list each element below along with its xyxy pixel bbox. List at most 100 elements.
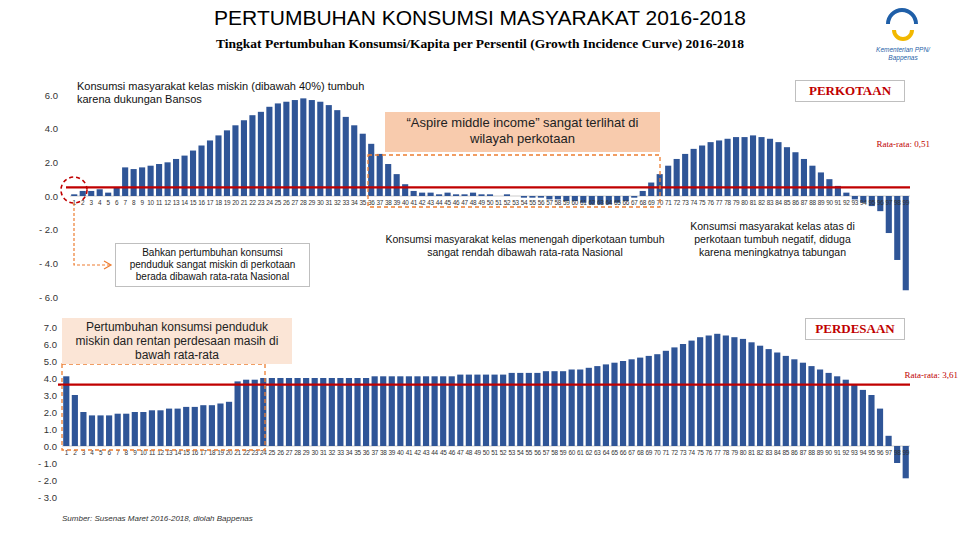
x-tick-label: 78 bbox=[724, 199, 731, 206]
bar bbox=[428, 193, 434, 196]
annotation: Konsumsi masyarakat kelas miskin (dibawa… bbox=[77, 80, 367, 106]
x-tick-label: 96 bbox=[877, 199, 884, 206]
bar bbox=[286, 378, 292, 446]
x-tick-label: 54 bbox=[517, 449, 524, 456]
x-tick-label: 90 bbox=[825, 449, 832, 456]
bar bbox=[620, 361, 626, 446]
x-tick-label: 79 bbox=[733, 199, 740, 206]
x-tick-label: 24 bbox=[266, 199, 273, 206]
bar bbox=[521, 196, 527, 198]
bar bbox=[529, 196, 535, 198]
x-tick-label: 52 bbox=[500, 449, 507, 456]
x-tick-label: 16 bbox=[198, 199, 205, 206]
x-tick-label: 70 bbox=[654, 449, 661, 456]
bar bbox=[157, 410, 163, 446]
x-tick-label: 31 bbox=[326, 199, 333, 206]
page-subtitle: Tingkat Pertumbuhan Konsumsi/Kapita per … bbox=[0, 36, 960, 52]
bar bbox=[411, 191, 417, 196]
x-tick-label: 98 bbox=[894, 199, 901, 206]
x-tick-label: 32 bbox=[334, 199, 341, 206]
average-label: Rata-rata: 3,61 bbox=[905, 370, 958, 380]
x-tick-label: 44 bbox=[431, 449, 438, 456]
x-tick-label: 22 bbox=[249, 199, 256, 206]
x-tick-label: 75 bbox=[697, 449, 704, 456]
arrow-head bbox=[104, 261, 111, 269]
logo: Kementerian PPN/Bappenas bbox=[876, 10, 931, 62]
bar bbox=[372, 376, 378, 446]
x-tick-label: 26 bbox=[277, 449, 284, 456]
bar bbox=[181, 156, 187, 196]
annotation: Bahkan pertumbuhan konsumsi penduduk san… bbox=[115, 243, 310, 287]
x-tick-label: 23 bbox=[258, 199, 265, 206]
x-tick-label: 61 bbox=[580, 199, 587, 206]
highlight-box bbox=[62, 364, 265, 450]
bar bbox=[173, 159, 179, 196]
bar bbox=[868, 395, 874, 446]
x-tick-label: 36 bbox=[363, 449, 370, 456]
chart-0: - 6.0- 4.0- 2.00.02.04.06.0Rata-rata: 0,… bbox=[39, 90, 930, 303]
bar bbox=[860, 390, 866, 446]
x-tick-label: 46 bbox=[448, 449, 455, 456]
x-tick-label: 48 bbox=[470, 199, 477, 206]
bar bbox=[504, 194, 510, 196]
y-tick-label: 1.0 bbox=[44, 424, 57, 435]
x-tick-label: 81 bbox=[748, 449, 755, 456]
x-tick-label: 41 bbox=[406, 449, 413, 456]
bar bbox=[682, 154, 688, 196]
bar bbox=[269, 378, 275, 446]
bar bbox=[577, 370, 583, 447]
x-tick-label: 73 bbox=[680, 449, 687, 456]
x-tick-label: 51 bbox=[495, 199, 502, 206]
x-tick-label: 14 bbox=[181, 199, 188, 206]
bar bbox=[132, 412, 138, 446]
bar bbox=[363, 378, 369, 446]
x-tick-label: 34 bbox=[351, 199, 358, 206]
bar bbox=[258, 112, 264, 196]
bar bbox=[97, 189, 103, 196]
page-title: PERTUMBUHAN KONSUMSI MASYARAKAT 2016-201… bbox=[0, 6, 960, 30]
x-tick-label: 29 bbox=[303, 449, 310, 456]
bar bbox=[80, 412, 86, 446]
y-tick-label: - 6.0 bbox=[39, 292, 58, 303]
x-tick-label: 30 bbox=[311, 449, 318, 456]
bar bbox=[380, 376, 386, 446]
bar bbox=[389, 376, 395, 446]
bar bbox=[183, 407, 189, 446]
y-tick-label: 2.0 bbox=[45, 157, 58, 168]
bar bbox=[740, 339, 746, 446]
x-tick-label: 86 bbox=[791, 449, 798, 456]
x-tick-label: 56 bbox=[534, 449, 541, 456]
x-tick-label: 96 bbox=[877, 449, 884, 456]
x-tick-label: 47 bbox=[461, 199, 468, 206]
connector bbox=[74, 203, 110, 265]
y-tick-label: 5.0 bbox=[44, 356, 57, 367]
x-tick-label: 66 bbox=[620, 449, 627, 456]
bar bbox=[808, 366, 814, 446]
x-tick-label: 64 bbox=[606, 199, 613, 206]
bar bbox=[397, 376, 403, 446]
bar bbox=[818, 172, 824, 196]
bar bbox=[723, 336, 729, 447]
y-tick-label: - 3.0 bbox=[38, 492, 57, 503]
x-tick-label: 90 bbox=[826, 199, 833, 206]
x-tick-label: 82 bbox=[757, 449, 764, 456]
x-tick-label: 83 bbox=[767, 199, 774, 206]
x-tick-label: 71 bbox=[663, 449, 670, 456]
x-tick-label: 92 bbox=[843, 199, 850, 206]
y-tick-label: 0.0 bbox=[44, 441, 57, 452]
bar bbox=[423, 376, 429, 446]
x-tick-label: 72 bbox=[671, 449, 678, 456]
x-tick-label: 51 bbox=[491, 449, 498, 456]
x-tick-label: 44 bbox=[436, 199, 443, 206]
bar bbox=[663, 351, 669, 446]
bar bbox=[843, 380, 849, 446]
x-tick-label: 58 bbox=[555, 199, 562, 206]
x-tick-label: 61 bbox=[577, 449, 584, 456]
x-tick-label: 82 bbox=[758, 199, 765, 206]
x-tick-label: 81 bbox=[750, 199, 757, 206]
x-tick-label: 10 bbox=[147, 199, 154, 206]
x-tick-label: 37 bbox=[371, 449, 378, 456]
x-tick-label: 68 bbox=[639, 199, 646, 206]
x-tick-label: 13 bbox=[173, 199, 180, 206]
bar bbox=[106, 415, 112, 446]
